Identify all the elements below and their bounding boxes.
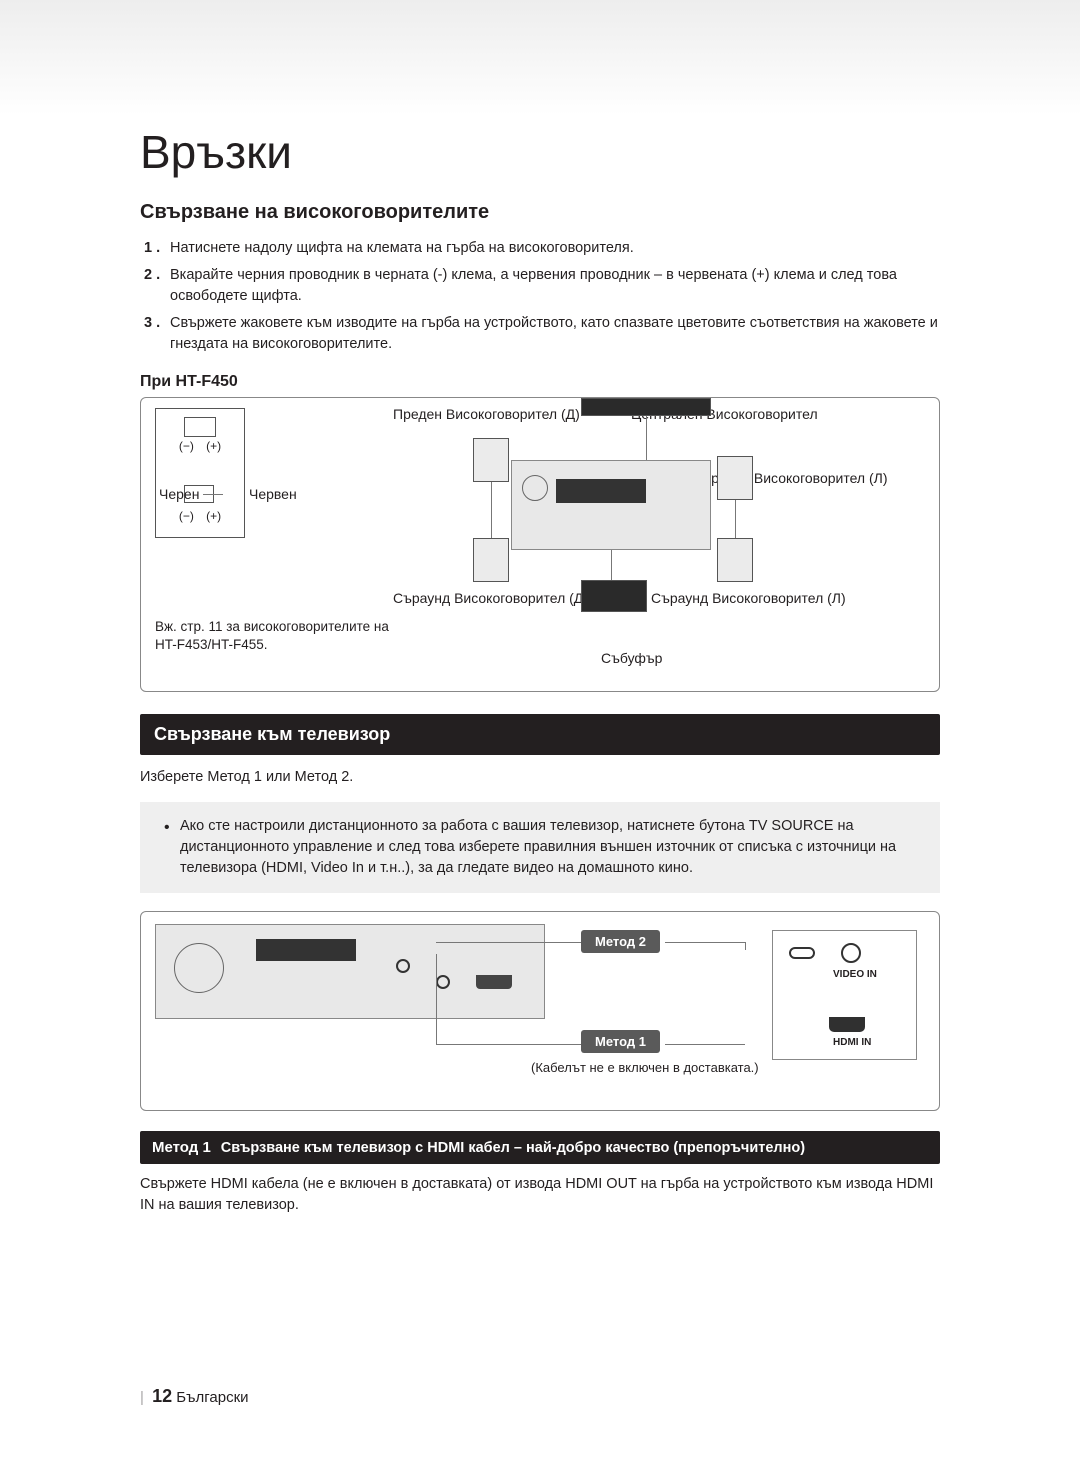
section-tv-heading: Свързване към телевизор (140, 714, 940, 755)
page-number: 12 (152, 1386, 172, 1406)
main-unit-rear-icon (155, 924, 545, 1019)
page-footer: | 12 Български (140, 1386, 249, 1407)
front-r-label: Преден Високоговорител (Д) (393, 406, 580, 422)
choose-method-text: Изберете Метод 1 или Метод 2. (140, 767, 940, 788)
step-text: Свържете жаковете към изводите на гърба … (170, 313, 940, 355)
diagram-footnote: Вж. стр. 11 за високоговорителите на HT-… (155, 618, 410, 654)
method1-title: Свързване към телевизор с HDMI кабел – н… (221, 1140, 805, 1156)
polarity-row-top: (−) (+) (156, 439, 244, 453)
step-1: 1 . Натиснете надолу щифта на клемата на… (144, 238, 940, 259)
surr-r-label: Съраунд Високоговорител (Д) (393, 590, 588, 606)
steps-list: 1 . Натиснете надолу щифта на клемата на… (144, 238, 940, 355)
section-speakers-heading: Свързване на високоговорителите (140, 201, 940, 224)
model-subheading: При HT-F450 (140, 373, 940, 391)
method1-text: Свържете HDMI кабела (не е включен в дос… (140, 1174, 940, 1216)
step-text: Натиснете надолу щифта на клемата на гър… (170, 238, 940, 259)
cable-note: (Кабелът не е включен в доставката.) (531, 1060, 759, 1075)
main-unit-icon (511, 460, 711, 550)
page-content: Връзки Свързване на високоговорителите 1… (0, 125, 1080, 1216)
page-title: Връзки (140, 125, 940, 179)
speaker-front-l-icon (717, 456, 753, 500)
tv-connection-diagram: VIDEO IN HDMI IN Метод 2 Метод 1 (Кабелъ… (140, 911, 940, 1111)
top-gradient (0, 0, 1080, 115)
method1-label: Метод 1 (152, 1139, 211, 1156)
video-in-port-icon (841, 943, 861, 963)
tip-box: Ако сте настроили дистанционното за рабо… (140, 802, 940, 893)
surr-l-label: Съраунд Високоговорител (Л) (651, 590, 846, 606)
step-2: 2 . Вкарайте черния проводник в черната … (144, 265, 940, 307)
polarity-row-bottom: (−) (+) (156, 509, 244, 523)
video-in-label: VIDEO IN (833, 969, 877, 980)
page-lang: Български (176, 1389, 248, 1406)
subwoofer-icon (581, 580, 647, 612)
step-num: 3 . (144, 313, 170, 355)
step-text: Вкарайте черния проводник в черната (-) … (170, 265, 940, 307)
speaker-surr-r-icon (473, 538, 509, 582)
red-label: Червен (249, 486, 297, 502)
method2-badge: Метод 2 (581, 930, 660, 953)
tv-panel-icon: VIDEO IN HDMI IN (772, 930, 917, 1060)
black-label: Черен (159, 486, 199, 502)
speaker-front-r-icon (473, 438, 509, 482)
method1-badge: Метод 1 (581, 1030, 660, 1053)
method1-bar: Метод 1 Свързване към телевизор с HDMI к… (140, 1131, 940, 1164)
speaker-diagram: (−) (+) (−) (+) Черен Червен Преден Висо… (140, 397, 940, 692)
step-num: 1 . (144, 238, 170, 259)
clamp-illustration: (−) (+) (−) (+) (155, 408, 245, 538)
sub-label: Събуфър (601, 650, 662, 666)
hdmi-in-port-icon (829, 1017, 865, 1032)
step-num: 2 . (144, 265, 170, 307)
speaker-center-icon (581, 398, 711, 416)
step-3: 3 . Свържете жаковете към изводите на гъ… (144, 313, 940, 355)
hdmi-in-label: HDMI IN (833, 1037, 871, 1048)
speaker-surr-l-icon (717, 538, 753, 582)
